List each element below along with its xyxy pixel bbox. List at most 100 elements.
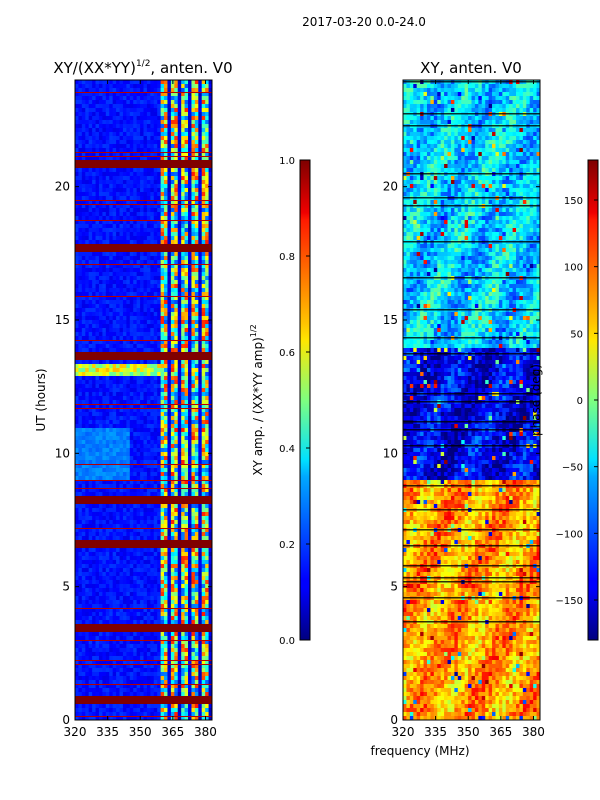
amp-heatmap-cell [105,424,110,429]
amp-heatmap-cell [150,488,155,493]
amp-heatmap-cell [75,208,79,213]
amp-heatmap-cell [85,264,90,269]
amp-heatmap-cell [136,312,141,317]
amp-heatmap-cell [119,216,124,221]
amp-heatmap-cell [136,336,141,341]
amp-heatmap-cell [146,368,151,373]
amp-heatmap-cell [198,376,203,381]
amp-heatmap-cell [181,488,185,493]
amp-heatmap-cell [95,420,100,425]
amp-heatmap-cell [78,364,83,369]
amp-heatmap-cell [208,344,213,349]
amp-heatmap-thin-row [75,408,212,409]
amp-heatmap-cell [167,216,172,221]
amp-heatmap-cell [122,236,127,241]
amp-heatmap-cell [112,336,117,341]
amp-heatmap-cell [78,400,83,405]
amp-heatmap-cell [81,396,86,401]
amp-heatmap-cell [78,212,83,217]
amp-heatmap-cell [133,244,138,249]
amp-heatmap-cell [191,116,196,121]
amp-heatmap-cell [208,284,213,289]
amp-heatmap-cell [208,528,213,533]
amp-heatmap-cell [109,316,114,321]
amp-heatmap-cell [208,488,213,493]
amp-heatmap-cell [129,192,134,197]
amp-heatmap-cell [181,108,185,113]
amp-heatmap-cell [95,520,100,525]
amp-heatmap-cell [75,224,79,229]
amp-heatmap-cell [198,188,203,193]
amp-heatmap-cell [133,324,138,329]
amp-heatmap-cell [174,348,179,353]
amp-heatmap-cell [205,168,209,173]
amp-heatmap-cell [194,168,199,173]
amp-heatmap-cell [160,292,165,297]
amp-heatmap-cell [143,128,148,133]
amp-heatmap-cell [98,252,103,257]
amp-heatmap-cell [198,172,203,177]
amp-heatmap-cell [201,364,206,369]
amp-heatmap-cell [160,88,165,93]
amp-heatmap-cell [146,292,151,297]
amp-heatmap-cell [157,176,162,181]
amp-heatmap-cell [160,416,165,421]
amp-heatmap-cell [78,84,83,89]
amp-heatmap-cell [170,288,175,293]
amp-heatmap-cell [205,160,209,165]
amp-heatmap-cell [105,100,110,105]
amp-heatmap-cell [208,536,213,541]
amp-heatmap-cell [102,172,107,177]
amp-heatmap-cell [194,220,199,225]
amp-heatmap-cell [188,564,192,569]
amp-heatmap-cell [188,200,192,205]
amp-heatmap-cell [88,544,93,549]
amp-heatmap-cell [146,176,151,181]
amp-heatmap-cell [92,404,96,409]
amp-heatmap-cell [191,180,196,185]
amp-heatmap-cell [112,264,117,269]
amp-heatmap-cell [205,176,209,181]
amp-heatmap-cell [122,524,127,529]
amp-heatmap-cell [157,564,162,569]
amp-heatmap-cell [194,256,199,261]
amp-heatmap-cell [105,384,110,389]
amp-heatmap-cell [81,244,86,249]
amp-heatmap-cell [201,524,206,529]
amp-heatmap-cell [102,368,107,373]
amp-heatmap-cell [122,496,127,501]
amp-heatmap-cell [95,232,100,237]
amp-heatmap-cell [184,492,189,497]
amp-heatmap-cell [191,184,196,189]
amp-heatmap-cell [177,368,182,373]
amp-heatmap-cell [122,232,127,237]
amp-heatmap-cell [112,412,117,417]
amp-heatmap-cell [78,344,83,349]
amp-heatmap-cell [170,428,175,433]
amp-heatmap-cell [188,260,192,265]
amp-heatmap-cell [136,548,141,553]
amp-heatmap-cell [88,192,93,197]
amp-heatmap-cell [85,224,90,229]
amp-heatmap-cell [126,168,131,173]
amp-heatmap-cell [116,300,120,305]
amp-heatmap-cell [75,416,79,421]
amp-heatmap-cell [98,188,103,193]
amp-heatmap-cell [126,380,131,385]
amp-heatmap-cell [95,228,100,233]
amp-heatmap-cell [194,224,199,229]
amp-heatmap-cell [95,480,100,485]
amp-heatmap-cell [116,356,120,361]
amp-heatmap-cell [198,560,203,565]
amp-heatmap-cell [78,560,83,565]
amp-heatmap-cell [174,504,179,509]
amp-heatmap-cell [122,428,127,433]
amp-heatmap-cell [112,528,117,533]
amp-heatmap-cell [116,400,120,405]
amp-heatmap-cell [177,248,182,253]
amp-heatmap-cell [184,404,189,409]
amp-heatmap-cell [126,488,131,493]
amp-heatmap-cell [160,80,165,85]
amp-heatmap-cell [181,96,185,101]
amp-heatmap-cell [92,132,96,137]
